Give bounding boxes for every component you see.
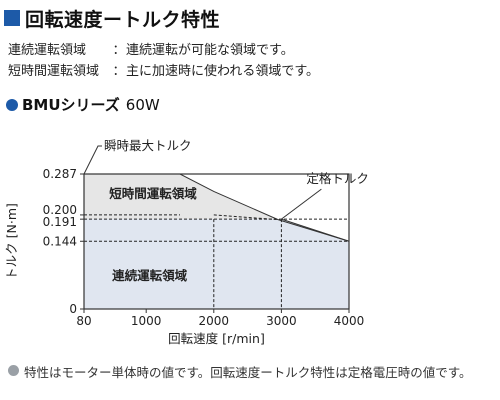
x-tick-label: 3000	[266, 314, 297, 328]
header: 回転速度ートルク特性	[4, 4, 496, 32]
bullet-dot-icon	[6, 98, 18, 111]
x-tick-label: 2000	[199, 314, 230, 328]
continuous-region-label: 連続運転領域	[112, 268, 188, 283]
rated-torque-annotation: 定格トルク	[306, 171, 369, 186]
description-row: 連続運転領域 ： 連続運転が可能な領域です。	[8, 40, 319, 61]
description-separator: ：	[112, 64, 126, 79]
section-heading: BMUシリーズ 60W	[6, 94, 160, 115]
y-tick-label: 0.144	[43, 234, 77, 248]
title-square-icon	[4, 10, 20, 26]
continuous-rolloff-line	[281, 218, 350, 242]
max-torque-leader-line	[83, 145, 102, 175]
description-text: 連続運転が可能な領域です。	[126, 43, 294, 58]
description-separator: ：	[112, 43, 126, 58]
footnote: 特性はモーター単体時の値です。回転速度ートルク特性は定格電圧時の値です。	[24, 365, 472, 380]
taper-guide	[213, 214, 279, 221]
chart-ticks	[80, 173, 350, 313]
page-title: 回転速度ートルク特性	[25, 8, 221, 31]
x-tick-label: 1000	[131, 314, 162, 328]
region-descriptions: 連続運転領域 ： 連続運転が可能な領域です。 短時間運転領域 ： 主に加速時に使…	[8, 40, 319, 82]
description-text: 主に加速時に使われる領域です。	[126, 64, 320, 79]
description-row: 短時間運転領域 ： 主に加速時に使われる領域です。	[8, 61, 319, 82]
y-tick-label: 0.287	[43, 167, 77, 181]
model-name: 60W	[125, 96, 160, 114]
continuous-region	[84, 219, 349, 309]
y-tick-label: 0.200	[43, 203, 77, 217]
x-tick-label: 80	[76, 314, 91, 328]
chart-guides	[84, 214, 350, 309]
y-tick-label: 0.191	[43, 215, 77, 229]
max-torque-annotation: 瞬時最大トルク	[104, 138, 192, 153]
note-bullet-icon	[8, 365, 19, 376]
short-time-region-label: 短時間運転領域	[109, 186, 197, 201]
x-tick-label: 4000	[334, 314, 365, 328]
y-axis-label: トルク [N·m]	[4, 203, 19, 280]
description-term: 連続運転領域	[8, 43, 87, 58]
series-name: BMUシリーズ	[22, 96, 120, 114]
description-term: 短時間運転領域	[8, 64, 100, 79]
rated-torque-leader-line	[281, 188, 322, 220]
section-title: BMUシリーズ 60W	[22, 94, 160, 115]
y-tick-label: 0	[69, 302, 77, 316]
x-axis-label: 回転速度 [r/min]	[168, 331, 265, 346]
